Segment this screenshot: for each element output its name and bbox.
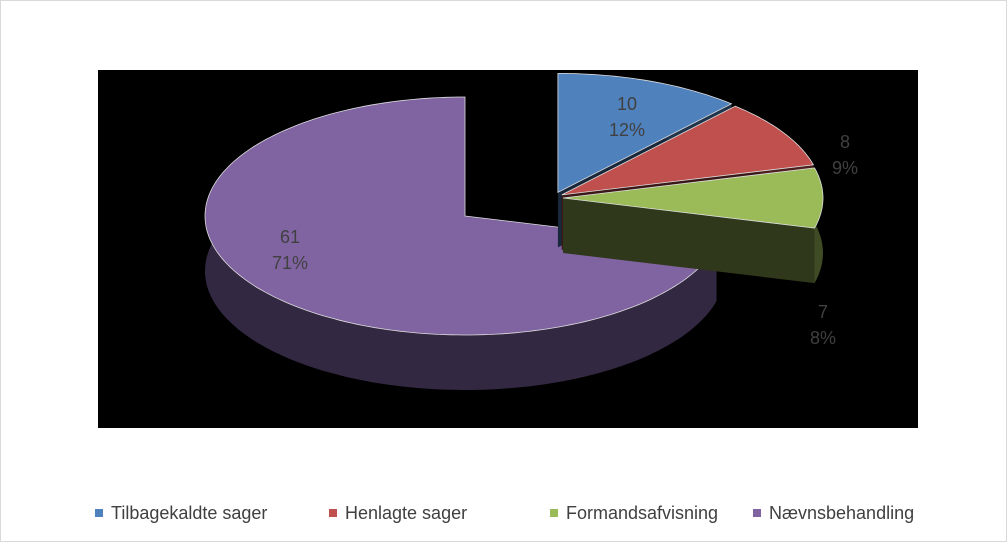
slice <box>557 73 733 194</box>
data-label: 8 <box>840 132 850 152</box>
legend-label: Formandsafvisning <box>566 503 718 523</box>
legend-swatch <box>753 509 761 517</box>
data-label-percent: 71% <box>272 253 308 273</box>
legend-label: Tilbagekaldte sager <box>111 503 267 523</box>
data-label-percent: 8% <box>810 328 836 348</box>
legend-label: Henlagte sager <box>345 503 467 523</box>
slice <box>562 167 824 284</box>
data-label: 10 <box>617 94 637 114</box>
slice <box>204 96 718 336</box>
data-label-percent: 9% <box>832 158 858 178</box>
legend-label: Nævnsbehandling <box>769 503 914 523</box>
slice <box>562 167 824 229</box>
slice-side <box>563 198 815 284</box>
data-label: 7 <box>818 302 828 322</box>
slice <box>204 96 718 390</box>
legend: Tilbagekaldte sager Henlagte sager Formand… <box>95 503 914 523</box>
data-label-percent: 12% <box>609 120 645 140</box>
data-label: 61 <box>280 227 300 247</box>
legend-swatch <box>329 509 337 517</box>
slice <box>561 105 815 196</box>
pie: 10 12% 8 9% 7 8% 61 71% <box>204 73 858 390</box>
legend-swatch <box>95 509 103 517</box>
legend-swatch <box>550 509 558 517</box>
